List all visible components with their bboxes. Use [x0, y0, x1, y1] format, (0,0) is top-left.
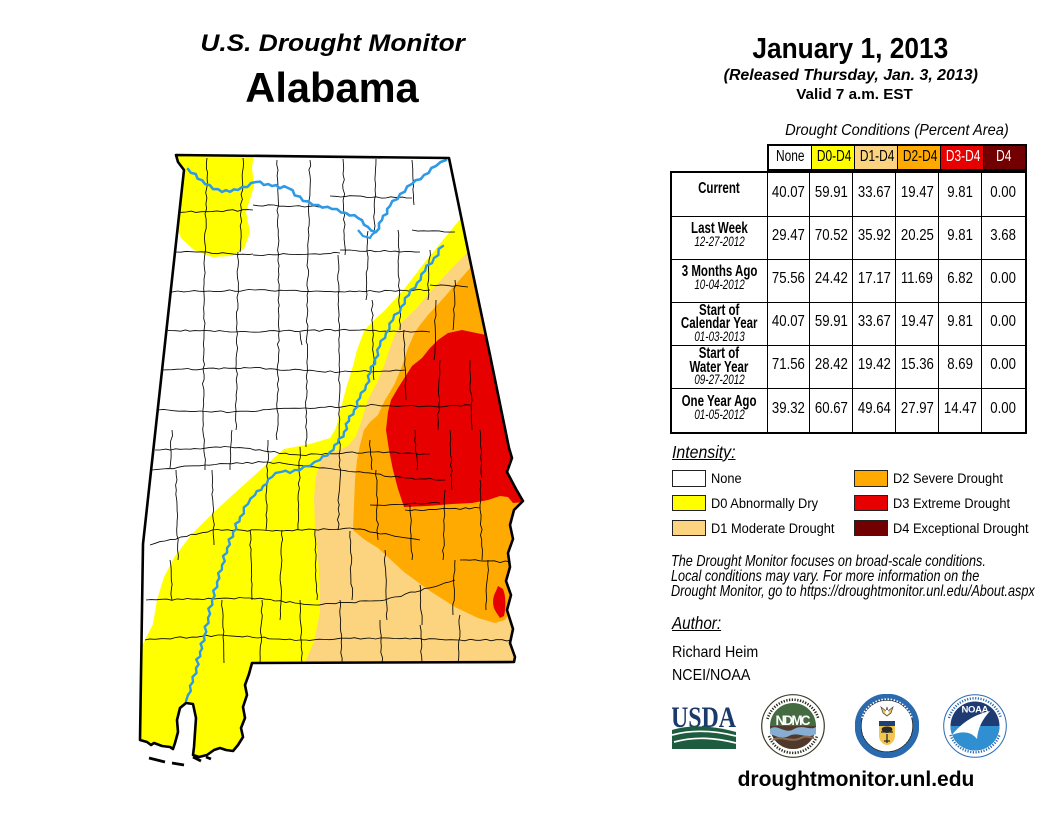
svg-text:NOAA: NOAA — [962, 705, 989, 716]
svg-text:NDMC: NDMC — [776, 713, 811, 728]
